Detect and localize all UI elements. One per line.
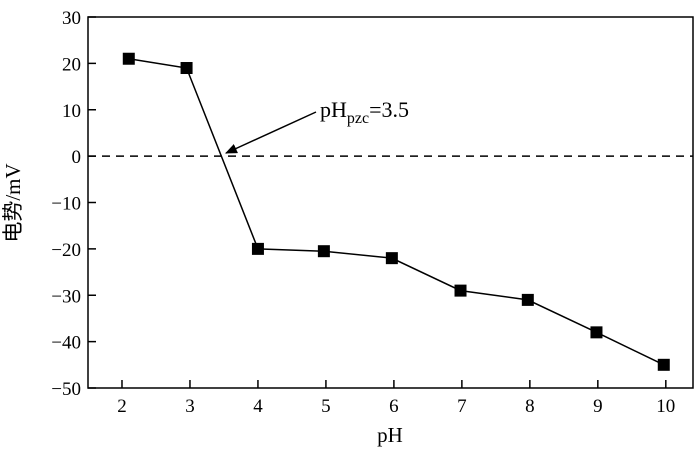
x-tick-label: 10 bbox=[656, 396, 675, 417]
data-point bbox=[454, 284, 467, 297]
x-tick-label: 8 bbox=[525, 396, 535, 417]
x-tick-label: 3 bbox=[185, 396, 195, 417]
data-point bbox=[317, 245, 330, 258]
pzc-arrow bbox=[225, 111, 317, 154]
x-tick-label: 9 bbox=[593, 396, 603, 417]
pzc-annotation: pHpzc=3.5 bbox=[225, 97, 409, 154]
y-axis-title: 电势/mV bbox=[1, 163, 25, 242]
y-tick-label: −20 bbox=[51, 240, 81, 261]
y-tick-label: −30 bbox=[51, 286, 81, 307]
data-point bbox=[521, 293, 534, 306]
data-point bbox=[251, 242, 264, 255]
x-tick-label: 5 bbox=[321, 396, 331, 417]
y-axis-ticks: 30 20 10 0 −10 −20 −30 −40 −50 bbox=[51, 8, 96, 400]
x-tick-label: 4 bbox=[253, 396, 263, 417]
data-point bbox=[657, 358, 670, 371]
pzc-label: pHpzc=3.5 bbox=[320, 97, 409, 127]
y-tick-label: −50 bbox=[51, 379, 81, 400]
data-point bbox=[180, 62, 193, 75]
x-tick-label: 6 bbox=[389, 396, 399, 417]
y-tick-label: −40 bbox=[51, 333, 81, 354]
data-markers bbox=[122, 52, 670, 371]
y-tick-label: 10 bbox=[62, 101, 81, 122]
y-tick-label: 0 bbox=[72, 147, 82, 168]
x-tick-label: 2 bbox=[117, 396, 127, 417]
x-axis-ticks: 2 3 4 5 6 7 8 9 10 bbox=[117, 380, 675, 417]
x-axis-title: pH bbox=[377, 423, 403, 447]
y-tick-label: −10 bbox=[51, 194, 81, 215]
data-point bbox=[590, 326, 603, 339]
data-point bbox=[122, 52, 135, 65]
y-tick-label: 30 bbox=[62, 8, 81, 29]
data-point bbox=[385, 252, 398, 265]
x-tick-label: 7 bbox=[457, 396, 467, 417]
y-tick-label: 20 bbox=[62, 54, 81, 75]
